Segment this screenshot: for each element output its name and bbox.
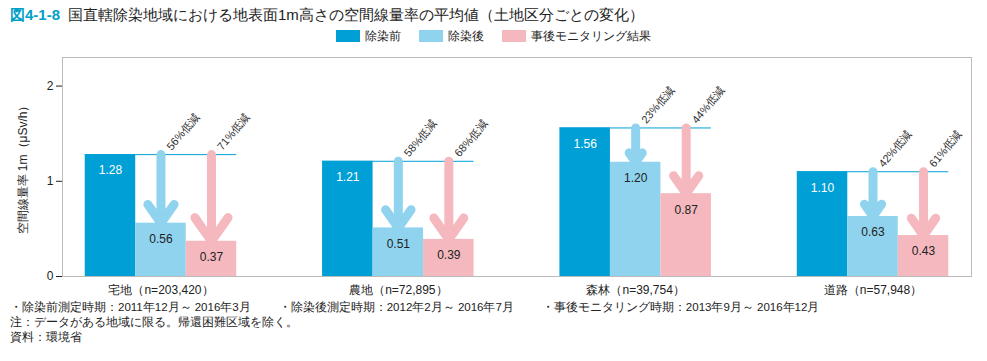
html-text:・除染後測定時期：2012年2月～ 2016年7月: ・除染後測定時期：2012年2月～ 2016年7月 [278,301,514,313]
svg-text:2: 2 [47,79,54,93]
html-text:国直轄除染地域における地表面1m高さの空間線量率の平均値（土: 国直轄除染地域における地表面1m高さの空間線量率の平均値（土地区分ごとの変化） [68,6,644,23]
svg-text:0.39: 0.39 [437,248,461,262]
html-text:注：データがある地域に限る。帰還困難区域を除く。: 注：データがある地域に限る。帰還困難区域を除く。 [10,316,298,328]
svg-text:42%低減: 42%低減 [876,128,913,169]
html-text:・事後モニタリング時期：2013年9月～ 2016年12月: ・事後モニタリング時期：2013年9月～ 2016年12月 [541,301,820,313]
html-text:除染前: 除染前 [365,28,401,43]
svg-text:71%低減: 71%低減 [215,111,252,152]
svg-text:道路（n=57,948）: 道路（n=57,948） [824,283,922,297]
svg-text:23%低減: 23%低減 [639,84,676,125]
svg-text:56%低減: 56%低減 [164,111,201,152]
svg-text:1: 1 [47,174,54,188]
svg-text:1.56: 1.56 [573,137,597,151]
svg-text:0: 0 [47,269,54,283]
svg-text:0.87: 0.87 [674,203,698,217]
svg-text:0.43: 0.43 [912,244,936,258]
svg-text:1.21: 1.21 [336,170,360,184]
html-text:除染後: 除染後 [448,28,484,43]
svg-text:0.37: 0.37 [200,250,224,264]
html-text:図4-1-8: 図4-1-8 [10,6,60,23]
svg-text:1.20: 1.20 [624,171,648,185]
svg-text:0.51: 0.51 [387,237,411,251]
svg-text:1.10: 1.10 [811,181,835,195]
html-text:事後モニタリング結果: 事後モニタリング結果 [531,28,651,43]
svg-text:58%低減: 58%低減 [401,117,438,158]
svg-text:61%低減: 61%低減 [927,128,964,169]
svg-text:68%低減: 68%低減 [452,117,489,158]
svg-text:森林（n=39,754）: 森林（n=39,754） [586,283,684,297]
svg-text:空間線量率 1m（μSv/h）: 空間線量率 1m（μSv/h） [16,100,30,235]
svg-text:44%低減: 44%低減 [689,84,726,125]
html-text:資料：環境省: 資料：環境省 [10,331,82,343]
svg-text:農地（n=72,895）: 農地（n=72,895） [349,283,447,297]
svg-text:宅地（n=203,420）: 宅地（n=203,420） [108,283,213,297]
svg-text:0.63: 0.63 [861,225,885,239]
svg-text:1.28: 1.28 [99,163,123,177]
html-text:・除染前測定時期：2011年12月～ 2016年3月: ・除染前測定時期：2011年12月～ 2016年3月 [10,301,251,313]
svg-text:0.56: 0.56 [149,232,173,246]
